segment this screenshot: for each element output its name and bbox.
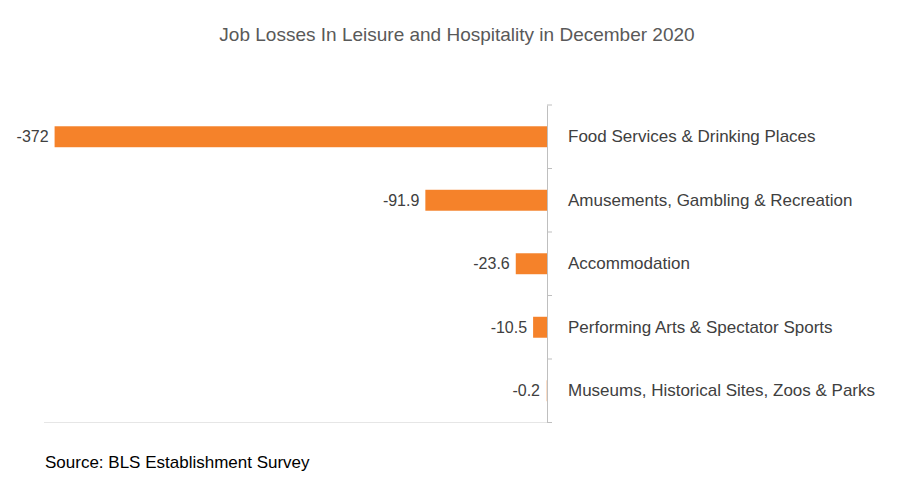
band-tick — [547, 105, 552, 106]
source: Source: BLS Establishment Survey — [45, 453, 310, 472]
bar — [533, 317, 547, 338]
data-label: -0.2 — [512, 382, 540, 399]
band-tick — [547, 359, 552, 360]
y-tick: Museums, Historical Sites, Zoos & Parks — [547, 381, 875, 400]
bar — [425, 190, 547, 211]
bar — [546, 380, 547, 401]
bars — [55, 126, 547, 401]
y-tick: Accommodation — [547, 254, 690, 273]
bar — [55, 126, 547, 147]
x-axis-line — [44, 422, 547, 423]
y-tick: Food Services & Drinking Places — [547, 127, 816, 146]
y-axis: Food Services & Drinking Places Amusement… — [547, 105, 875, 423]
title: Job Losses In Leisure and Hospitality in… — [219, 24, 694, 45]
y-tick-label: Performing Arts & Spectator Sports — [568, 318, 833, 337]
y-tick-label: Food Services & Drinking Places — [568, 127, 816, 146]
y-tick-label: Accommodation — [568, 254, 690, 273]
y-tick: Amusements, Gambling & Recreation — [547, 191, 852, 210]
y-axis-line — [547, 106, 548, 424]
y-tick: Performing Arts & Spectator Sports — [547, 318, 833, 337]
data-label: -23.6 — [473, 255, 510, 272]
band-tick — [547, 168, 552, 169]
data-label: -372 — [17, 128, 49, 145]
band-tick — [547, 295, 552, 296]
band-tick — [547, 422, 552, 423]
data-label: -10.5 — [491, 319, 528, 336]
band-tick — [547, 232, 552, 233]
y-tick-label: Museums, Historical Sites, Zoos & Parks — [568, 381, 875, 400]
data-labels: -372 -91.9 -23.6 -10.5 -0.2 — [17, 128, 541, 399]
y-tick-label: Amusements, Gambling & Recreation — [568, 191, 852, 210]
bar — [516, 253, 547, 274]
data-label: -91.9 — [383, 192, 420, 209]
chart: Job Losses In Leisure and Hospitality in… — [0, 0, 914, 481]
